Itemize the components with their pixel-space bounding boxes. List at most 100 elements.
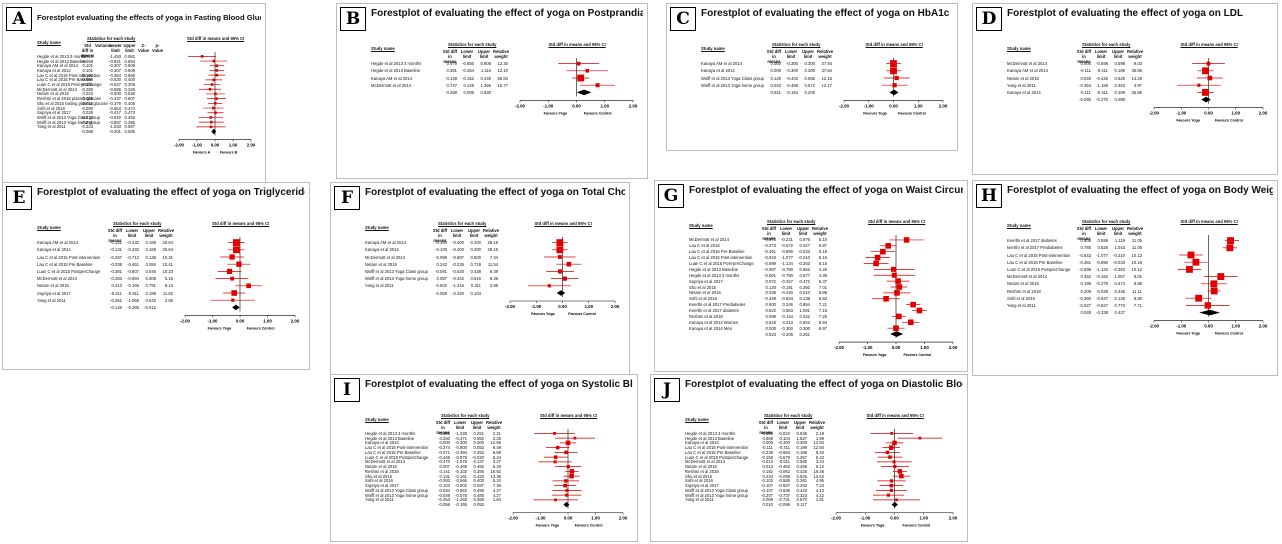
panel-title: Forestplot of evaluating the effect of y… (37, 187, 305, 198)
summary-value: 0.205 (804, 89, 815, 95)
summary-value: -0.148 (110, 304, 122, 310)
study-name: Hegde et al 2013 3 months (689, 272, 740, 278)
study-value: -0.020 (472, 454, 484, 460)
summary-value: -0.220 (452, 290, 464, 296)
study-value: 0.169 (145, 240, 156, 246)
favours-right-label: Favours Control (903, 524, 931, 528)
study-value: -0.210 (798, 255, 810, 261)
study-value: -0.263 (1113, 266, 1125, 272)
effect-square (215, 97, 218, 100)
study-value: 9.03 (1133, 61, 1142, 67)
study-value: 5.16 (164, 276, 173, 282)
study-name: Wolff et al 2013 Yoga Class group (685, 487, 748, 493)
study-value: -0.780 (781, 272, 793, 278)
effect-square (907, 319, 914, 326)
header-p-value: p-Value (152, 43, 163, 53)
header-upper: Upper limit (796, 226, 810, 236)
study-value: 1.99 (815, 435, 824, 441)
study-name: Lau C et al 2015 Post-intervention (689, 255, 753, 261)
study-value: 0.422 (796, 487, 807, 493)
study-value: -0.223 (81, 124, 93, 130)
forestplot-panel-g: G Forestplot of evaluating the effect of … (654, 180, 968, 372)
study-value: 0.189 (145, 290, 156, 296)
study-value: 37.84 (821, 61, 832, 67)
study-value: -0.699 (764, 260, 776, 266)
effect-square (573, 436, 577, 440)
study-value: -0.039 (1096, 288, 1108, 294)
header-std-diff: Std diff in means (432, 228, 448, 243)
favours-left-label: Favours Yoga (544, 111, 568, 115)
study-value: -0.502 (455, 483, 467, 489)
study-value: 4.95 (815, 478, 824, 484)
study-value: 0.046 (145, 268, 156, 274)
effect-square (566, 464, 570, 469)
summary-value: 0.104 (470, 290, 481, 296)
forestplot-panel-h: H Forestplot of evaluating the effect of … (972, 180, 1278, 376)
study-value: -0.348 (764, 296, 776, 302)
study-value: -0.107 (761, 483, 773, 489)
study-value: -0.890 (781, 249, 793, 255)
study-value: -0.374 (438, 445, 450, 451)
study-name: Lau C et al 2015 Post-intervention (37, 254, 101, 260)
study-name: Shu et al 2015 (689, 284, 717, 290)
study-value: 4.97 (1133, 82, 1142, 88)
summary-diamond (890, 331, 904, 337)
forest-plot: -2.00 -1.00 0.00 1.00 2.00 Favours Yoga Favour… (515, 58, 638, 115)
study-name: Lau C et al 2015 Post-intervention (1007, 252, 1071, 258)
study-value: 0.062 (124, 53, 135, 59)
study-value: -0.737 (778, 492, 790, 498)
effect-square (894, 290, 900, 296)
header-std-diff: Std diff in means (758, 420, 774, 435)
study-value: -0.807 (127, 268, 139, 274)
effect-square (893, 464, 897, 469)
study-name: Kanaya et al 2014 Women (689, 319, 739, 325)
study-value: -0.731 (778, 497, 790, 503)
header-upper: Upper limit (470, 420, 484, 430)
study-value: 12.66 (490, 440, 501, 446)
study-name: Luan C et al 2015 PostpreChange (365, 454, 429, 460)
study-value: -0.144 (781, 313, 793, 319)
study-name: Lau C et al 2015 Pre Baseline (37, 77, 93, 83)
study-value: 12.17 (821, 82, 832, 88)
header-statistics: Statistics for each study (438, 221, 487, 226)
study-value: -0.611 (778, 459, 790, 465)
favours-left-label: Favours Yoga (536, 524, 560, 528)
study-name: Netam et al 2015 (37, 283, 69, 289)
effect-square (889, 488, 893, 492)
study-value: 0.267 (796, 454, 807, 460)
study-value: 2.86 (164, 297, 173, 303)
study-value: 10.16 (1131, 259, 1142, 265)
study-value: 6.97 (818, 325, 827, 331)
effect-square (553, 431, 556, 435)
study-name: McDermott et al 2014 (1007, 61, 1048, 67)
study-value: -0.462 (778, 464, 790, 470)
effect-square (890, 60, 897, 68)
forestplot-panel-d: D Forestplot of evaluating the effect of … (972, 3, 1278, 175)
study-value: 6.43 (815, 454, 824, 460)
summary-value: 0.045 (1080, 310, 1091, 316)
study-value: -0.579 (778, 454, 790, 460)
study-value: -0.102 (761, 478, 773, 484)
study-name: Luan C et al 2015 PostpreChange (1007, 266, 1071, 272)
panel-title: Forestplot of evaluating the effect of y… (685, 379, 963, 390)
study-value: 4.27 (492, 492, 501, 498)
study-value: -0.643 (1079, 252, 1091, 258)
panel-letter: A (6, 7, 32, 31)
study-name: Sohl et al 2016 (1007, 295, 1035, 301)
study-value: 0.563 (782, 308, 793, 314)
summary-diamond (563, 501, 570, 508)
study-value: -0.611 (127, 290, 139, 296)
study-value: 58.84 (497, 75, 508, 81)
x-tick-label: 1.00 (263, 318, 272, 323)
forest-plot: -2.00 -1.00 0.00 1.00 2.00 Favours Yoga Favour… (1149, 235, 1268, 336)
study-value: 1.081 (799, 308, 810, 314)
study-value: 6.94 (818, 319, 827, 325)
study-value: -0.440 (781, 290, 793, 296)
study-value: 0.791 (145, 283, 156, 289)
header-study-name: Study name (365, 417, 389, 422)
study-name: Hegde et al 2013 Baseline (689, 266, 739, 272)
study-value: 7.01 (818, 284, 827, 290)
study-value: -0.886 (109, 86, 121, 92)
study-value: -0.834 (781, 296, 793, 302)
study-value: 37.84 (821, 68, 832, 74)
